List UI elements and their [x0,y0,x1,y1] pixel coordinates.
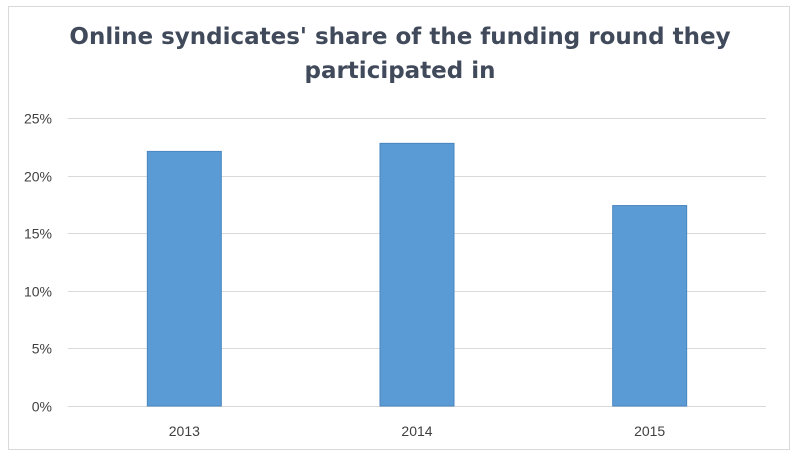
bar-2015 [612,205,688,407]
bar-2014 [379,142,455,407]
y-tick-label: 5% [32,341,52,357]
y-tick-label: 20% [24,169,52,185]
y-tick-label: 25% [24,111,52,127]
chart-title: Online syndicates' share of the funding … [0,20,800,88]
x-tick-label: 2013 [169,423,200,439]
y-axis-tick-labels: 0% 5% 10% 15% 20% 25% [24,111,52,415]
y-tick-label: 15% [24,226,52,242]
chart-title-line-1: Online syndicates' share of the funding … [69,24,731,50]
x-tick-label: 2014 [401,423,432,439]
x-axis-tick-labels: 2013 2014 2015 [169,423,666,439]
chart-title-line-2: participated in [304,58,496,84]
y-tick-label: 10% [24,284,52,300]
bar-2013 [146,150,222,407]
x-tick-label: 2015 [634,423,665,439]
bars [146,142,688,407]
y-tick-label: 0% [32,399,52,415]
